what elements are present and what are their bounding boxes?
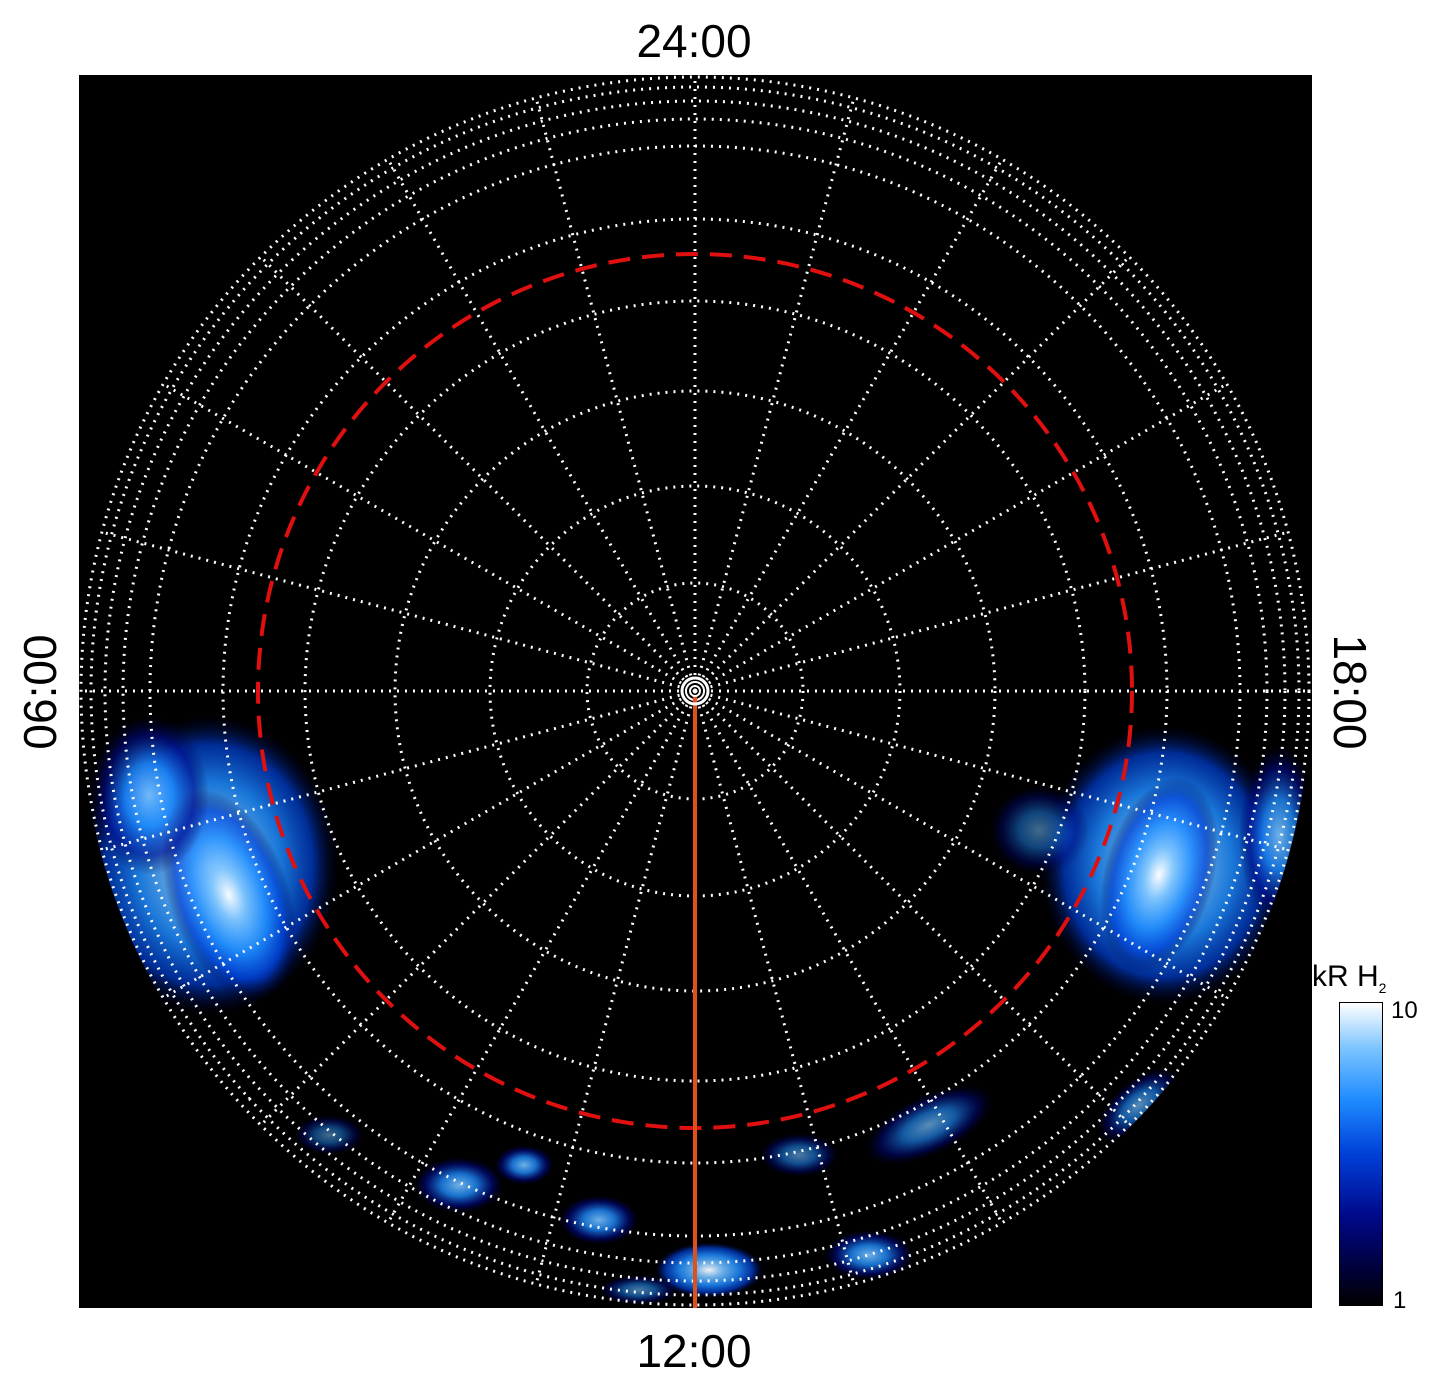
local-time-grid-spoke (694, 381, 1230, 693)
colorbar-min-label: 1 (1393, 1287, 1407, 1314)
local-time-grid-spoke (160, 689, 696, 1001)
latitude-grid-circle (303, 299, 1087, 1083)
colorbar-title: kR H2 (1312, 960, 1386, 996)
latitude-grid-circle (121, 117, 1269, 1265)
latitude-grid-circle (89, 85, 1301, 1297)
colorbar (1339, 1002, 1383, 1306)
local-time-grid-spoke (160, 381, 696, 693)
colorbar-max-label: 10 (1391, 997, 1418, 1024)
local-time-grid-spoke (693, 95, 856, 692)
local-time-grid-spokes (79, 75, 1311, 1307)
local-time-grid-spoke (694, 530, 1291, 693)
noon-emission-patch (864, 1084, 994, 1166)
noon-emission-patch (414, 1157, 504, 1213)
local-time-grid-spoke (534, 95, 697, 692)
local-time-grid-spoke (693, 690, 1005, 1226)
local-time-grid-spoke (694, 689, 1230, 1001)
local-time-label-06: 06:00 (14, 634, 66, 750)
local-time-grid-spoke (693, 254, 1132, 693)
noon-emission-patch (599, 1275, 679, 1305)
local-time-grid-spoke (258, 689, 697, 1128)
local-time-grid-spoke (693, 689, 1132, 1128)
dawn-emission-tail (89, 715, 209, 875)
latitude-grid-circle (393, 389, 997, 993)
local-time-label-12: 12:00 (636, 1325, 752, 1377)
local-time-grid-spoke (258, 254, 697, 693)
noon-emission-patch (494, 1145, 554, 1185)
noon-emission-patch (759, 1133, 839, 1177)
local-time-label-24: 24:00 (636, 15, 752, 67)
pole-marker-inner (689, 685, 701, 697)
latitude-grid-circle (103, 99, 1287, 1283)
colorbar-subscript: 2 (1378, 980, 1387, 996)
local-time-grid-spoke (693, 690, 856, 1287)
local-time-grid-spoke (385, 156, 697, 692)
local-time-grid-spoke (99, 689, 696, 852)
local-time-grid-spoke (99, 530, 696, 693)
noon-emission-patch (654, 1242, 764, 1298)
colorbar-unit: kR H (1312, 960, 1379, 993)
polar-plot-svg (79, 75, 1311, 1308)
polar-aurora-projection (79, 75, 1312, 1308)
dusk-emission-faint (989, 785, 1089, 875)
local-time-grid-spoke (385, 690, 697, 1226)
local-time-label-18: 18:00 (1324, 634, 1376, 750)
pole-marker-outer (680, 676, 710, 706)
noon-emission-patch (559, 1195, 639, 1245)
local-time-grid-spoke (694, 689, 1291, 852)
local-time-grid-spoke (534, 690, 697, 1287)
noon-emission-patch (824, 1230, 914, 1280)
local-time-grid-spoke (693, 156, 1005, 692)
latitude-grid-circle (79, 75, 1311, 1307)
